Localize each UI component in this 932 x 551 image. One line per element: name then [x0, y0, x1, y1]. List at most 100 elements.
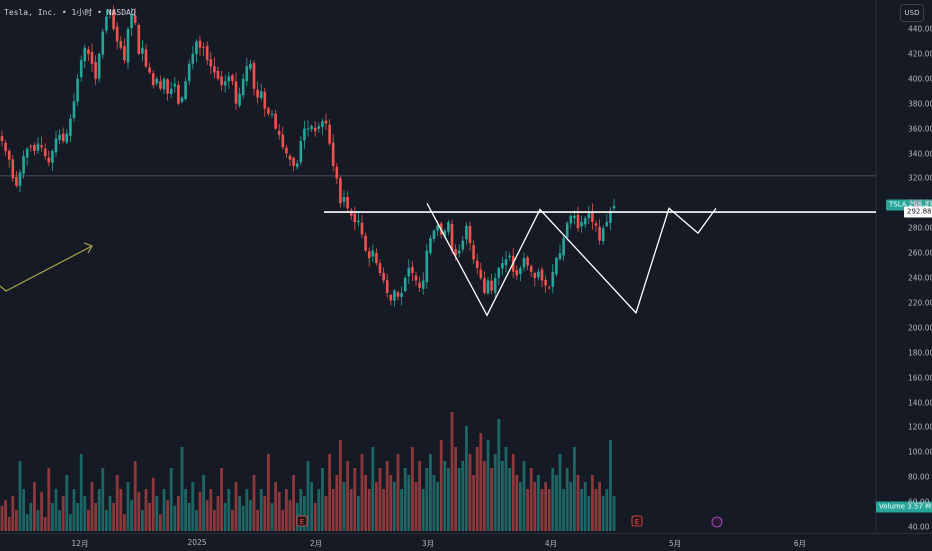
price-tick-label: 400.00 [908, 74, 932, 84]
badge-symbol: TSLA [889, 200, 907, 209]
volume-bar [508, 468, 511, 531]
volume-bar [605, 489, 609, 531]
candle-body [529, 266, 533, 272]
volume-bar [522, 461, 526, 531]
price-tick-label: 440.00 [908, 24, 932, 34]
candle-body [205, 45, 209, 61]
candle-body [252, 63, 256, 89]
price-tick-label: 420.00 [908, 49, 932, 59]
volume-bar [105, 510, 108, 531]
volume-bar [33, 482, 36, 531]
candle-body [497, 268, 501, 278]
price-tick-label: 140.00 [908, 398, 932, 407]
volume-bar [558, 454, 562, 531]
candle-body [601, 228, 605, 242]
price-tick-label: 240.00 [908, 273, 932, 283]
candle-body [18, 172, 22, 186]
volume-bar [205, 500, 209, 531]
trend-arrowhead [83, 242, 93, 254]
candle-body [213, 66, 216, 73]
candle-body [15, 176, 18, 186]
symbol-legend[interactable]: Tesla, Inc. • 1小时 • NASDAQ [4, 7, 136, 18]
volume-bar [177, 496, 180, 531]
candle-body [29, 146, 33, 148]
volume-bar [364, 475, 367, 531]
volume-bar [544, 482, 547, 531]
volume-bar [173, 505, 177, 531]
volume-bar [119, 489, 123, 531]
candle-body [490, 280, 493, 291]
candle-body [378, 263, 382, 274]
volume-bar [306, 461, 310, 531]
volume-bar [425, 468, 429, 531]
candle-body [133, 15, 137, 23]
candle-body [36, 143, 40, 151]
volume-bar [526, 489, 529, 531]
candle-body [126, 29, 130, 63]
volume-bar [252, 475, 256, 531]
time-tick-label: 3月 [421, 539, 435, 548]
volume-bar [184, 489, 187, 531]
candle-body [299, 141, 303, 163]
volume-bar [479, 433, 483, 531]
time-axis[interactable]: 12月 2025 2月 3月 4月 5月 6月 [0, 533, 932, 551]
volume-bar [385, 461, 389, 531]
volume-bar [223, 503, 227, 531]
currency-button[interactable]: USD [900, 4, 924, 22]
candle-body [580, 221, 583, 227]
candle-body [123, 46, 126, 61]
volume-bar [328, 454, 331, 531]
pattern-zigzag [426, 202, 717, 317]
volume-bar [0, 505, 4, 531]
candle-body [493, 278, 497, 293]
volume-bar [130, 500, 133, 531]
time-tick-label: 2月 [309, 539, 323, 548]
volume-bar [475, 447, 479, 531]
badge-volume-value: 3.57 M [907, 502, 932, 511]
candle-body [303, 128, 306, 141]
candle-body [605, 221, 609, 227]
volume-bar [547, 489, 551, 531]
volume-bar [519, 482, 522, 531]
candle-body [11, 159, 15, 179]
candle-body [454, 249, 457, 256]
candle-body [231, 75, 234, 82]
candle-body [115, 26, 119, 42]
candle-body [220, 76, 223, 86]
candle-body [317, 126, 321, 129]
candle-body [184, 81, 187, 100]
candle-body [274, 113, 277, 129]
candle-body [0, 136, 4, 142]
volume-bar [76, 503, 79, 531]
candle-body [97, 53, 101, 79]
volume-bar [439, 440, 443, 531]
volume-bar [148, 503, 151, 531]
candle-body [108, 10, 112, 15]
candle-body [285, 147, 288, 154]
candle-body [475, 260, 479, 269]
interval-label: 1小时 [71, 8, 93, 17]
price-tick-label: 340.00 [908, 149, 932, 158]
candle-body [79, 60, 83, 78]
candle-body [137, 25, 141, 54]
volume-bar [403, 468, 407, 531]
candle-body [105, 16, 108, 31]
candle-body [389, 294, 393, 301]
candle-body [7, 150, 11, 160]
volume-bar [576, 475, 580, 531]
last-price-badge: TSLA 298.27 [886, 199, 932, 211]
volume-bar [501, 461, 504, 531]
candle-body [447, 221, 450, 232]
volume-bar [151, 477, 155, 531]
price-tick-label: 220.00 [908, 298, 932, 308]
volume-bar [36, 510, 40, 531]
candle-body [519, 268, 522, 275]
candle-body [277, 130, 281, 135]
candle-body [69, 118, 72, 136]
volume-bar [65, 475, 69, 531]
price-axis[interactable]: TSLA 298.27 292.88 Volume 3.57 M 440.00 4… [876, 0, 932, 533]
volume-bar [551, 468, 555, 531]
candle-body [429, 238, 432, 254]
volume-bar [249, 500, 252, 531]
